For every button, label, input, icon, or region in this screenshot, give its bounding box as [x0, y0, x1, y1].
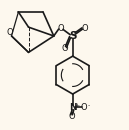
Text: N: N — [69, 103, 76, 112]
Text: O: O — [68, 112, 75, 121]
Text: O: O — [81, 103, 87, 112]
Text: +: + — [74, 103, 79, 108]
Text: S: S — [69, 31, 76, 41]
Text: O: O — [81, 24, 88, 33]
Text: -: - — [87, 103, 90, 108]
Text: O: O — [6, 28, 13, 37]
Text: O: O — [57, 24, 64, 33]
Text: O: O — [61, 44, 68, 53]
